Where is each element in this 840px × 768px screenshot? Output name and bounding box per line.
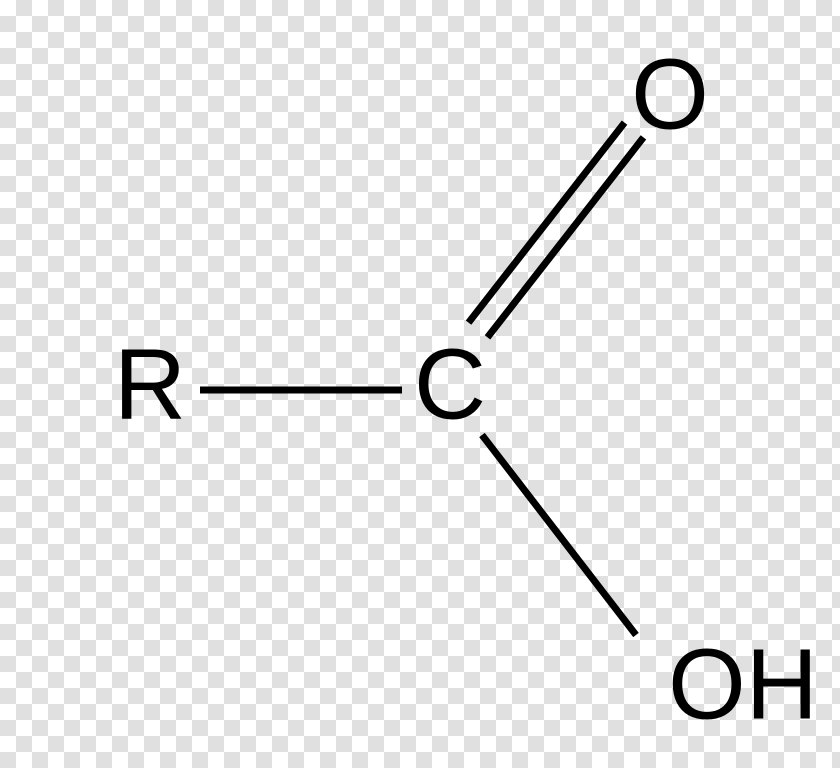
atom-label-o: O [631,38,709,150]
bond-double [469,123,625,323]
atom-label-c: C [414,328,486,440]
atom-label-oh: OH [668,628,818,740]
bond-double [487,137,643,337]
carboxylic-acid-diagram: R C O OH [0,0,840,768]
bond-single [482,435,636,635]
atom-label-r: R [114,328,186,440]
